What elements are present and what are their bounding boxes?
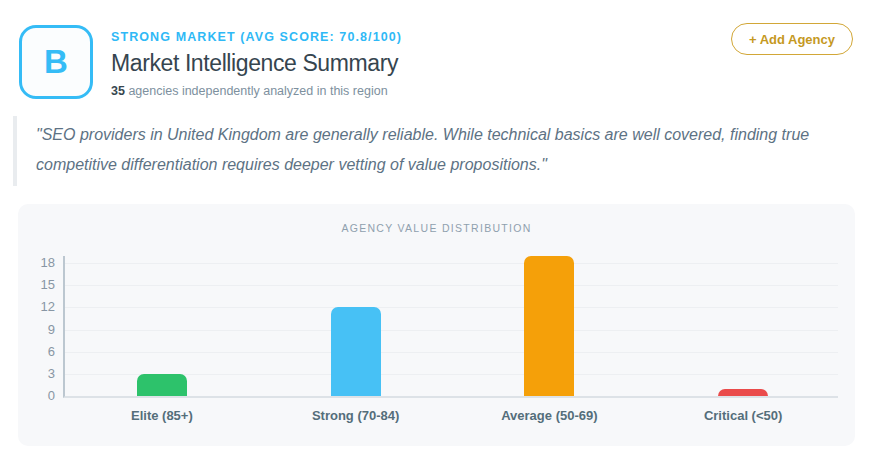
gridline (65, 330, 838, 331)
y-axis-tick-label: 3 (48, 366, 55, 381)
add-agency-button[interactable]: + Add Agency (731, 23, 853, 55)
x-axis-category-label: Average (50-69) (453, 408, 647, 423)
bar-average (524, 256, 574, 396)
chart-panel: AGENCY VALUE DISTRIBUTION 0369121518Elit… (18, 204, 855, 446)
market-quote: "SEO providers in United Kingdom are gen… (13, 116, 843, 186)
y-axis-tick-label: 9 (48, 322, 55, 337)
grade-badge: B (19, 25, 93, 99)
page-title: Market Intelligence Summary (111, 50, 402, 77)
header: STRONG MARKET (AVG SCORE: 70.8/100) Mark… (111, 30, 402, 98)
y-axis-tick-label: 6 (48, 344, 55, 359)
y-axis-tick-label: 0 (48, 388, 55, 403)
gridline (65, 263, 838, 264)
agency-count-subtitle: 35 agencies independently analyzed in th… (111, 84, 402, 98)
x-axis-category-label: Strong (70-84) (259, 408, 453, 423)
gridline (65, 307, 838, 308)
gridline (65, 352, 838, 353)
y-axis-tick-label: 18 (41, 255, 55, 270)
agency-count: 35 (111, 84, 125, 98)
market-intelligence-page: B STRONG MARKET (AVG SCORE: 70.8/100) Ma… (0, 0, 875, 467)
market-strength-label: STRONG MARKET (AVG SCORE: 70.8/100) (111, 30, 402, 44)
y-axis-tick-label: 15 (41, 277, 55, 292)
bar-chart: 0369121518Elite (85+)Strong (70-84)Avera… (63, 256, 838, 398)
bar-critical (718, 389, 768, 396)
gridline (65, 285, 838, 286)
bar-strong (331, 307, 381, 396)
y-axis-tick-label: 12 (41, 299, 55, 314)
x-axis-category-label: Elite (85+) (65, 408, 259, 423)
agency-count-suffix: agencies independently analyzed in this … (125, 84, 388, 98)
x-axis-category-label: Critical (<50) (646, 408, 840, 423)
grade-letter: B (44, 43, 68, 81)
bar-elite (137, 374, 187, 396)
chart-title: AGENCY VALUE DISTRIBUTION (18, 222, 855, 234)
